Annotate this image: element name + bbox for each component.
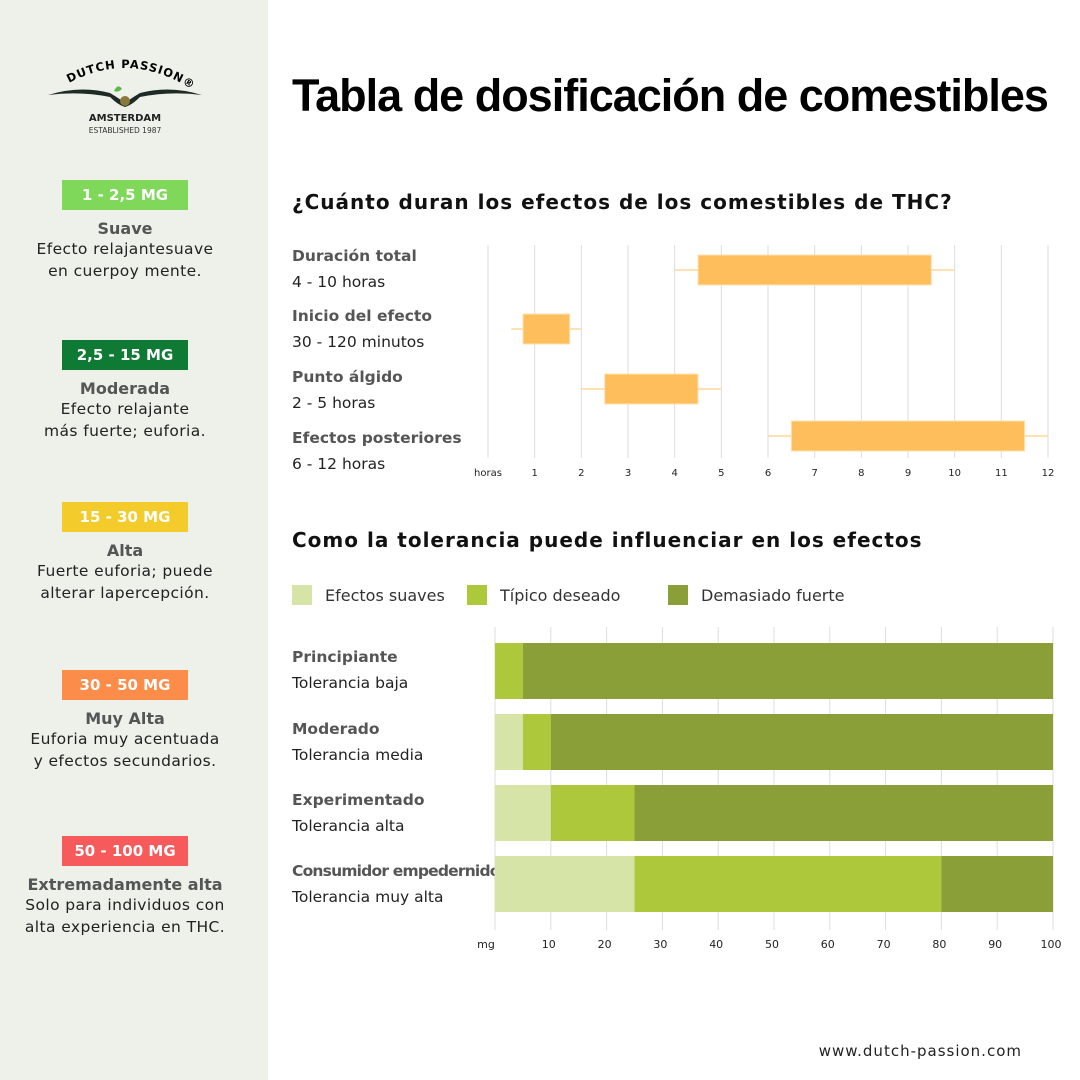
dose-badge: 50 - 100 MG — [62, 836, 188, 866]
chart2-title: Como la tolerancia puede influenciar en … — [292, 528, 923, 552]
dose-desc: alterar lapercepción. — [40, 584, 210, 602]
logo-established: ESTABLISHED 1987 — [88, 126, 162, 135]
stacked-bar-segment — [634, 856, 942, 912]
stacked-bar-segment — [522, 714, 551, 770]
dose-desc: Euforia muy acentuada — [30, 730, 220, 748]
box — [522, 313, 571, 345]
dose-title: Muy Alta — [85, 709, 165, 728]
x-tick-label: 30 — [653, 938, 667, 951]
legend-item: Demasiado fuerte — [668, 585, 844, 605]
x-tick-label: 12 — [1042, 468, 1055, 479]
stacked-bar-segment — [550, 785, 635, 841]
x-tick-label: 8 — [858, 468, 864, 479]
dose-level: 50 - 100 MG Extremadamente alta Solo par… — [0, 836, 250, 938]
box — [790, 420, 1026, 452]
dose-desc: Fuerte euforia; puede — [37, 562, 213, 580]
x-tick-label: 3 — [625, 468, 631, 479]
x-tick-label: 20 — [598, 938, 612, 951]
x-tick-label: 50 — [765, 938, 779, 951]
x-tick-label: 80 — [932, 938, 946, 951]
legend-swatch — [467, 585, 487, 605]
stacked-bar-segment — [495, 785, 551, 841]
x-tick-label: 5 — [718, 468, 724, 479]
chart2-row-label: Experimentado Tolerancia alta — [292, 791, 425, 835]
x-tick-label: 100 — [1041, 938, 1062, 951]
x-tick-label: 40 — [709, 938, 723, 951]
chart1-row-label: Efectos posteriores 6 - 12 horas — [292, 429, 462, 473]
dose-title: Extremadamente alta — [27, 875, 223, 894]
x-tick-label: 90 — [988, 938, 1002, 951]
stacked-bar-segment — [522, 643, 1053, 699]
dose-level: 1 - 2,5 MG Suave Efecto relajantesuave e… — [0, 180, 250, 282]
box — [697, 254, 932, 286]
chart2-row-label: Moderado Tolerancia media — [292, 720, 424, 764]
chart1-row-label: Duración total 4 - 10 horas — [292, 247, 417, 291]
x-tick-label: 11 — [995, 468, 1008, 479]
website-url[interactable]: www.dutch-passion.com — [818, 1042, 1022, 1060]
page-title: Tabla de dosificación de comestibles — [292, 70, 1049, 121]
x-tick-label: 9 — [905, 468, 911, 479]
stacked-bar-segment — [495, 714, 523, 770]
dose-title: Suave — [97, 219, 153, 238]
dose-desc: en cuerpoy mente. — [48, 262, 202, 280]
dose-level: 15 - 30 MG Alta Fuerte euforia; puede al… — [0, 502, 250, 604]
dose-desc: más fuerte; euforia. — [44, 422, 206, 440]
x-axis-label: horas — [474, 468, 502, 479]
stacked-bar-segment — [550, 714, 1053, 770]
x-tick-label: 10 — [542, 938, 556, 951]
stacked-bar-segment — [495, 643, 523, 699]
x-tick-label: 7 — [811, 468, 817, 479]
x-tick-label: 4 — [671, 468, 677, 479]
chart1-title: ¿Cuánto duran los efectos de los comesti… — [292, 190, 953, 214]
stacked-bar-segment — [495, 856, 635, 912]
chart1-row-label: Inicio del efecto 30 - 120 minutos — [292, 307, 432, 351]
dose-badge: 2,5 - 15 MG — [62, 340, 188, 370]
dose-desc: alta experiencia en THC. — [24, 918, 226, 936]
box — [604, 373, 699, 405]
chart2-row-label: Consumidor empedernido Tolerancia muy alt… — [292, 862, 500, 906]
dose-level: 30 - 50 MG Muy Alta Euforia muy acentuad… — [0, 670, 250, 772]
dose-desc: Efecto relajantesuave — [36, 240, 214, 258]
dose-level: 2,5 - 15 MG Moderada Efecto relajante má… — [0, 340, 250, 442]
chart1-row-label: Punto álgido 2 - 5 horas — [292, 368, 403, 412]
legend-swatch — [668, 585, 688, 605]
x-axis-label: mg — [477, 938, 495, 951]
legend-swatch — [292, 585, 312, 605]
dose-title: Moderada — [79, 379, 171, 398]
dose-desc: y efectos secundarios. — [33, 752, 217, 770]
stacked-bar-segment — [634, 785, 1053, 841]
legend-item: Típico deseado — [467, 585, 620, 605]
stacked-bar-segment — [941, 856, 1053, 912]
x-tick-label: 2 — [578, 468, 584, 479]
dose-badge: 15 - 30 MG — [62, 502, 188, 532]
x-tick-label: 70 — [877, 938, 891, 951]
dutch-passion-logo: DUTCH PASSION® AMSTERDAM ESTABLISHED 198… — [40, 55, 210, 140]
logo-bird-icon: DUTCH PASSION® — [48, 57, 202, 107]
dose-badge: 30 - 50 MG — [62, 670, 188, 700]
chart2-row-label: Principiante Tolerancia baja — [292, 648, 409, 692]
dose-desc: Solo para individuos con — [25, 896, 225, 914]
dose-desc: Efecto relajante — [60, 400, 190, 418]
x-tick-label: 10 — [948, 468, 961, 479]
x-tick-label: 6 — [765, 468, 771, 479]
x-tick-label: 1 — [531, 468, 537, 479]
dose-title: Alta — [106, 541, 144, 560]
logo-city: AMSTERDAM — [88, 113, 162, 124]
sidebar: DUTCH PASSION® AMSTERDAM ESTABLISHED 198… — [0, 0, 268, 1080]
dose-badge: 1 - 2,5 MG — [62, 180, 188, 210]
x-tick-label: 60 — [821, 938, 835, 951]
legend-item: Efectos suaves — [292, 585, 445, 605]
